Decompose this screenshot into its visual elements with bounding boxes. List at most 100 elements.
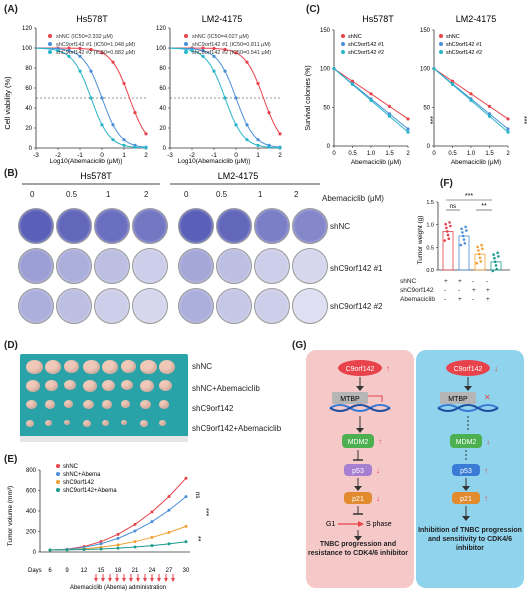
admin-arrowhead bbox=[150, 578, 154, 582]
data-point bbox=[278, 146, 282, 150]
legend-marker-sh2 bbox=[439, 50, 443, 54]
day-tick-label: 27 bbox=[166, 568, 173, 574]
x-tick-label: 2 bbox=[144, 152, 148, 159]
p21-node-right bbox=[452, 492, 480, 504]
colony-dish bbox=[132, 248, 168, 284]
data-point bbox=[369, 92, 373, 96]
data-point bbox=[464, 225, 467, 229]
data-point bbox=[184, 476, 188, 480]
x-tick-label: 1.0 bbox=[367, 151, 376, 157]
tumor-specimen bbox=[45, 420, 52, 426]
tumor-specimen bbox=[26, 380, 40, 392]
c9orf142-node-right bbox=[446, 360, 490, 376]
mtbp-label-right: MTBP bbox=[448, 396, 468, 403]
blocked-x-icon: ✕ bbox=[484, 393, 491, 402]
data-point bbox=[444, 222, 447, 226]
data-point bbox=[461, 234, 465, 238]
data-point bbox=[506, 130, 510, 134]
panel-a-left-legend: shNC (IC50=2.332 μM) shC9orf142 #1 (IC50… bbox=[48, 34, 135, 56]
data-point bbox=[167, 494, 171, 498]
admin-arrowhead bbox=[115, 578, 119, 582]
admin-arrowhead bbox=[94, 578, 98, 582]
arrowhead bbox=[462, 516, 470, 521]
legend-marker-sh2 bbox=[48, 50, 52, 54]
panel-b-group-left: Hs578T bbox=[80, 171, 112, 181]
sign: - bbox=[444, 287, 447, 294]
data-point bbox=[245, 123, 249, 127]
c9orf142-node-left bbox=[338, 360, 382, 376]
legend-marker-shnc bbox=[341, 34, 345, 38]
data-point bbox=[445, 226, 448, 230]
data-point bbox=[234, 96, 238, 100]
y-tick-label: 40 bbox=[25, 106, 32, 112]
panel-label-g: (G) bbox=[292, 340, 307, 351]
panel-e-sig-b: ** bbox=[194, 536, 201, 542]
data-point bbox=[184, 524, 188, 528]
tumor-specimen bbox=[45, 400, 55, 409]
data-point bbox=[496, 251, 499, 255]
data-point bbox=[448, 221, 451, 224]
x-tick-label: 0.5 bbox=[448, 151, 457, 157]
arrowhead bbox=[358, 521, 364, 527]
legend-left-sh1: shC9orf142 #1 (IC50=1.048 μM) bbox=[56, 42, 135, 48]
panel-a-right-xlabel: Log10(Abemaciclib (μM)) bbox=[178, 158, 251, 165]
data-point bbox=[100, 51, 104, 55]
panel-e-axes: 0 200 400 600 800 6 9 12 15 18 21 24 27 30 bbox=[26, 468, 190, 574]
data-point bbox=[445, 230, 449, 233]
colony-dish bbox=[292, 288, 328, 324]
admin-arrowhead bbox=[129, 578, 133, 582]
panel-c-left-title: Hs578T bbox=[362, 14, 394, 24]
mdm2-label-right: MDM2 bbox=[456, 439, 477, 446]
x-tick-label: -1 bbox=[77, 152, 83, 159]
ruler bbox=[20, 436, 188, 442]
y-tick-label: 0 bbox=[33, 550, 37, 556]
panel-f-sig-right: ** bbox=[481, 203, 487, 210]
day-tick-label: 18 bbox=[115, 568, 122, 574]
admin-arrowhead bbox=[101, 578, 105, 582]
p53-node-right bbox=[452, 464, 480, 476]
p53-node-left bbox=[344, 464, 372, 476]
y-tick-label: 80 bbox=[159, 66, 166, 72]
admin-arrowhead bbox=[136, 578, 140, 582]
x-tick-label: 2 bbox=[406, 151, 410, 157]
up-arrow-icon: ↑ bbox=[378, 437, 382, 446]
down-arrow-icon: ↓ bbox=[486, 437, 490, 446]
data-point bbox=[99, 547, 103, 551]
data-point bbox=[465, 229, 468, 232]
sign: + bbox=[444, 278, 448, 285]
arrowhead bbox=[354, 536, 362, 541]
data-point bbox=[491, 269, 495, 273]
data-point bbox=[446, 233, 450, 237]
dose-7: 2 bbox=[294, 190, 299, 199]
colony-dish bbox=[56, 288, 92, 324]
panel-d-row-0: shNC bbox=[192, 362, 213, 371]
dose-5: 0.5 bbox=[216, 190, 228, 199]
data-point bbox=[479, 260, 483, 263]
arrowhead bbox=[356, 428, 364, 433]
panel-c-right-axes: 0 50 100 150 0 0.5 1.0 1.5 2 bbox=[420, 28, 510, 157]
data-point bbox=[493, 256, 496, 260]
data-point bbox=[78, 69, 82, 73]
day-tick-label: 24 bbox=[149, 568, 156, 574]
panel-b-colony-header: Hs578T LM2-4175 bbox=[22, 171, 320, 185]
data-point bbox=[350, 82, 355, 87]
tumor-specimen bbox=[159, 420, 166, 426]
x-tick-label: -2 bbox=[189, 152, 195, 159]
tumor-specimen bbox=[159, 360, 175, 374]
data-point bbox=[234, 51, 238, 55]
legend-marker-shnc bbox=[439, 34, 443, 38]
panel-d-tumor-photo bbox=[20, 354, 188, 442]
sign: - bbox=[458, 287, 461, 294]
data-point bbox=[245, 60, 249, 64]
data-point bbox=[256, 138, 260, 142]
panel-f-ylabel: Tumor weight (g) bbox=[417, 216, 424, 265]
arrowhead bbox=[354, 486, 362, 491]
y-tick-label: 1.0 bbox=[426, 223, 434, 229]
day-tick-label: 6 bbox=[48, 568, 52, 574]
data-point bbox=[56, 49, 60, 53]
panel-label-d: (D) bbox=[4, 340, 18, 351]
admin-arrowhead bbox=[122, 578, 126, 582]
colony-dish bbox=[216, 208, 252, 244]
mdm2-node-left bbox=[342, 434, 374, 448]
colony-dish bbox=[216, 288, 252, 324]
